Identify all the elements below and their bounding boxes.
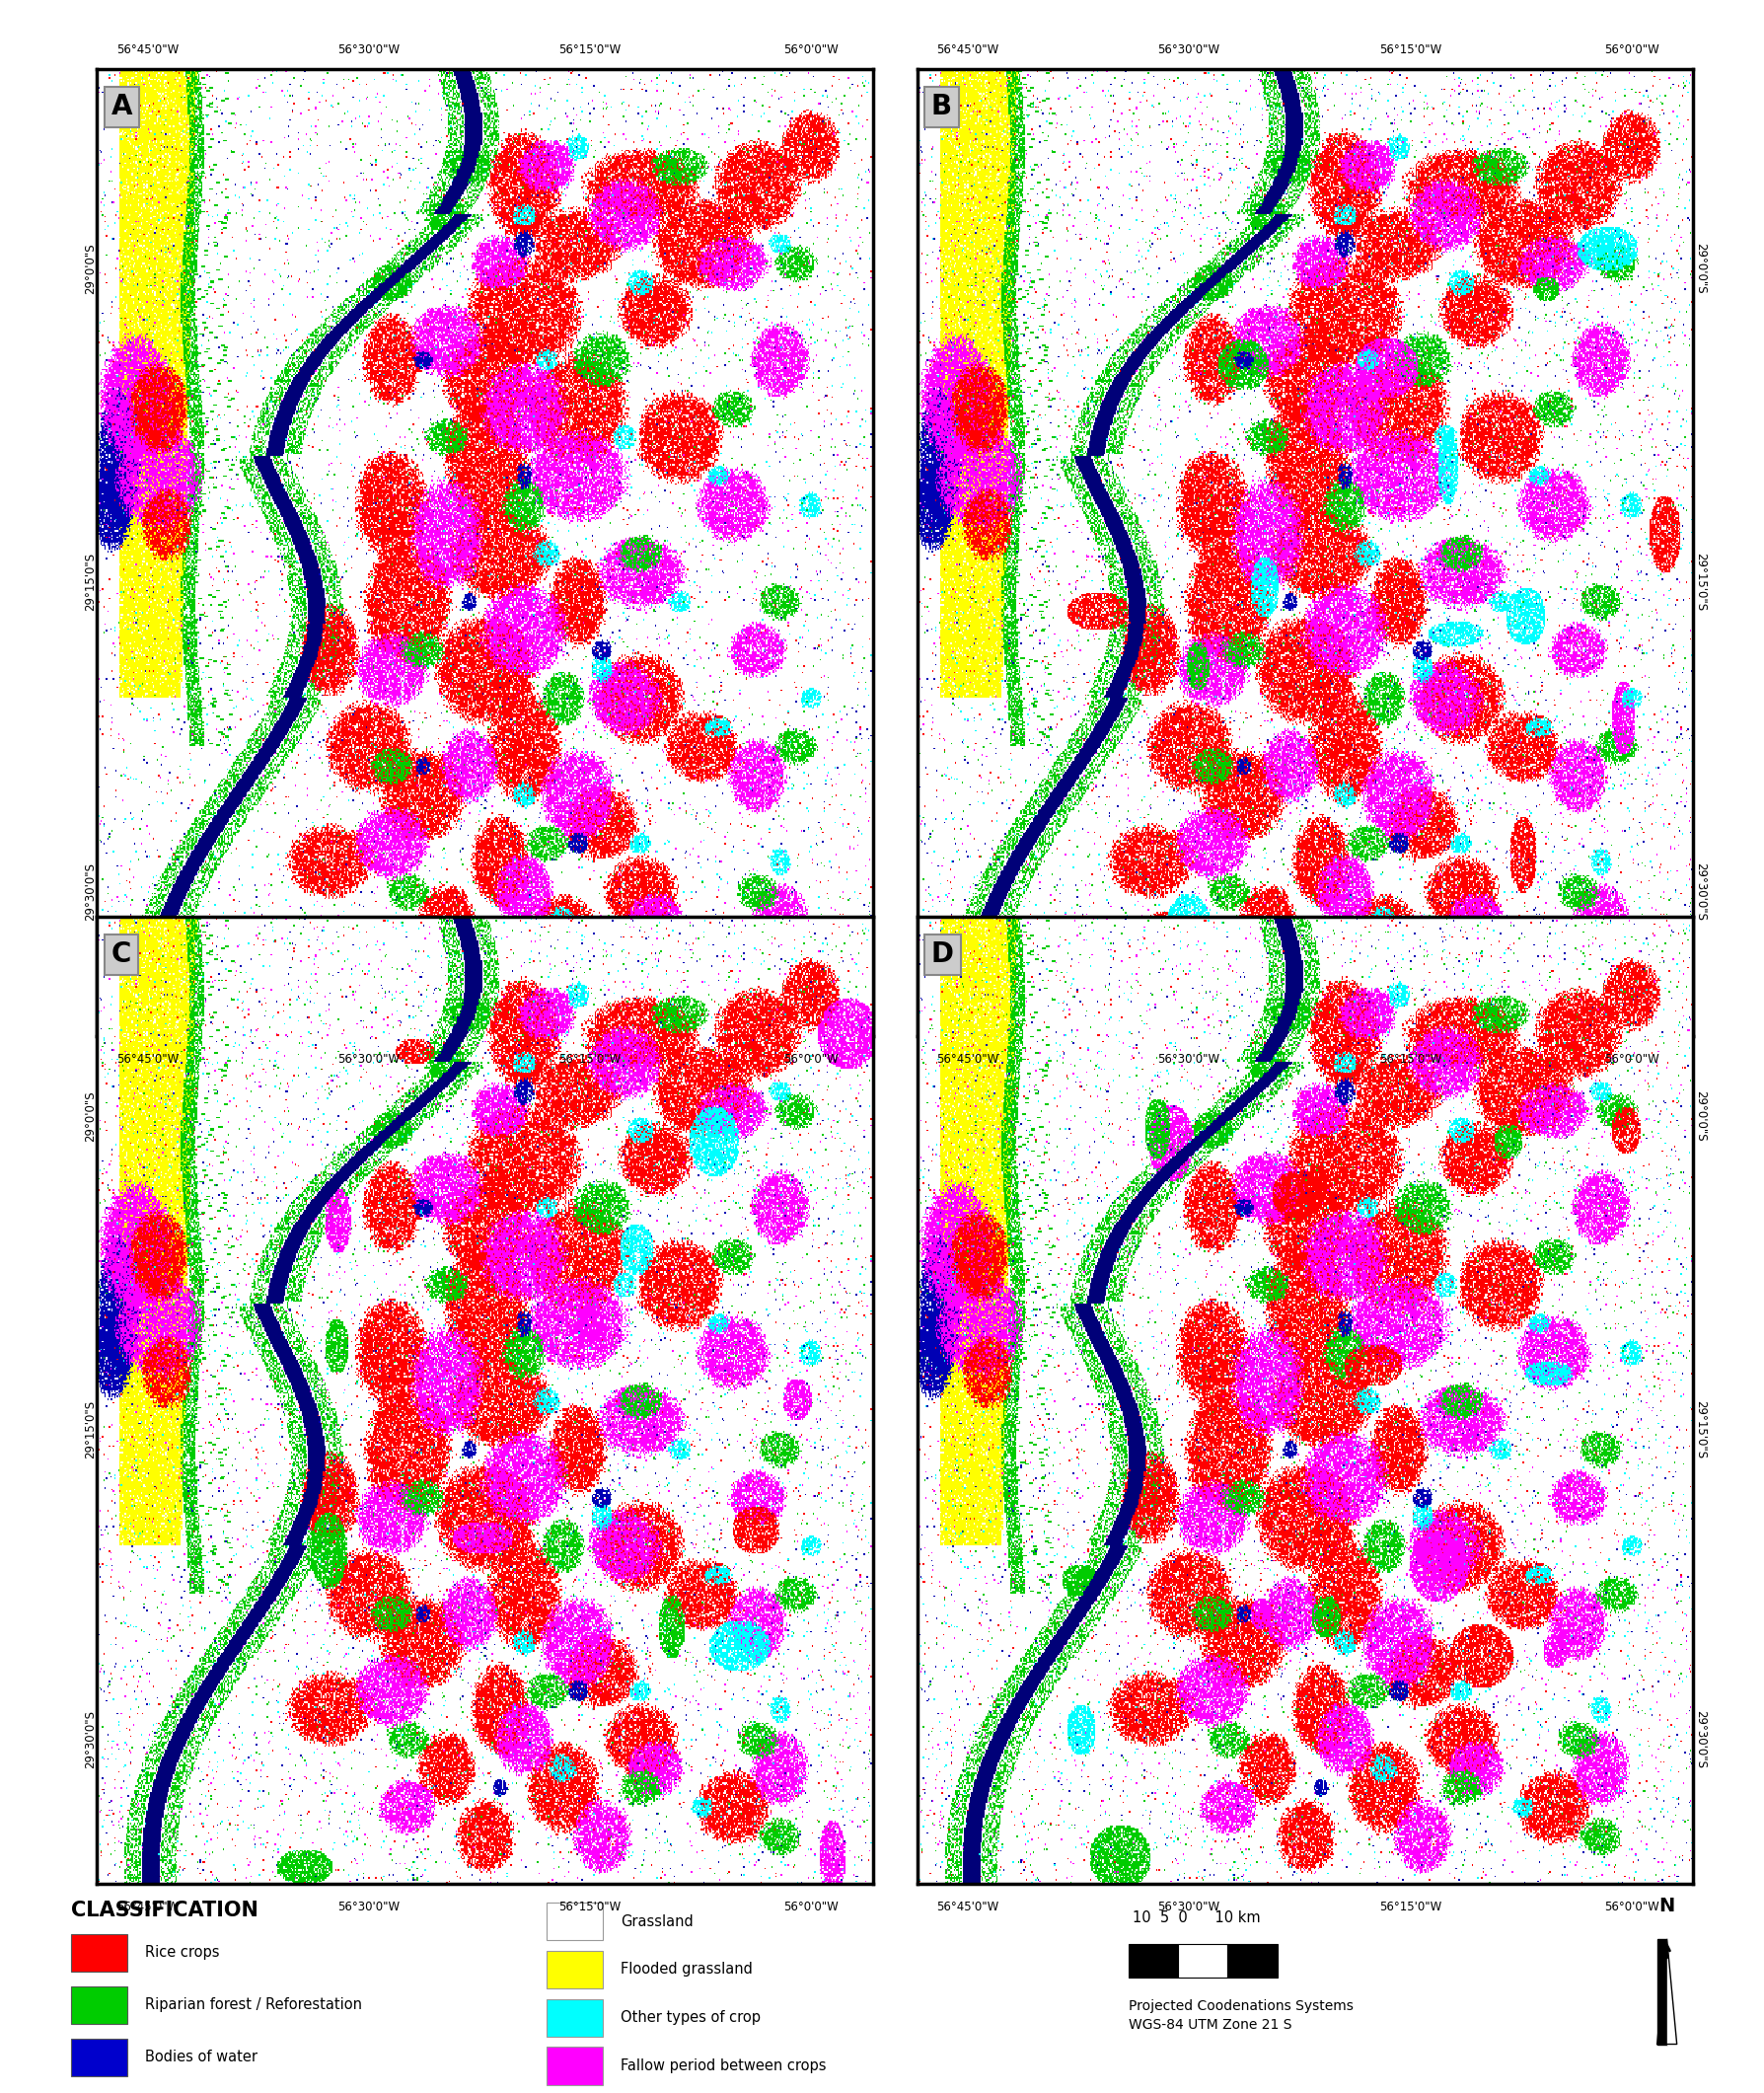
Text: 29°15'0"S: 29°15'0"S xyxy=(1693,1400,1708,1459)
Text: 10  5  0      10 km: 10 5 0 10 km xyxy=(1132,1911,1259,1926)
Text: 56°0'0"W: 56°0'0"W xyxy=(1603,1053,1658,1065)
Text: 29°30'0"S: 29°30'0"S xyxy=(1693,1710,1708,1769)
Text: 56°45'0"W: 56°45'0"W xyxy=(116,1053,178,1065)
Text: Rice crops: Rice crops xyxy=(145,1944,219,1961)
Text: Grassland: Grassland xyxy=(621,1913,693,1930)
Text: Bodies of water: Bodies of water xyxy=(145,2049,258,2066)
Text: 29°0'0"S: 29°0'0"S xyxy=(1693,243,1708,293)
Text: 29°0'0"S: 29°0'0"S xyxy=(1693,1090,1708,1141)
Text: 56°45'0"W: 56°45'0"W xyxy=(937,44,998,57)
Text: 56°15'0"W: 56°15'0"W xyxy=(1379,44,1441,57)
Text: 56°30'0"W: 56°30'0"W xyxy=(337,1900,400,1913)
Polygon shape xyxy=(1656,1940,1667,2045)
Text: 56°15'0"W: 56°15'0"W xyxy=(1379,1053,1441,1065)
Text: 29°0'0"S: 29°0'0"S xyxy=(83,1090,97,1141)
Text: 56°30'0"W: 56°30'0"W xyxy=(337,1053,400,1065)
Text: 56°0'0"W: 56°0'0"W xyxy=(783,44,838,57)
Text: 29°30'0"S: 29°30'0"S xyxy=(83,1710,97,1769)
Text: CLASSIFICATION: CLASSIFICATION xyxy=(71,1900,258,1919)
Text: Riparian forest / Reforestation: Riparian forest / Reforestation xyxy=(145,1997,362,2013)
Text: 56°45'0"W: 56°45'0"W xyxy=(116,44,178,57)
Text: 56°15'0"W: 56°15'0"W xyxy=(1379,1900,1441,1913)
Text: 29°30'0"S: 29°30'0"S xyxy=(83,862,97,921)
Text: 29°15'0"S: 29°15'0"S xyxy=(83,553,97,611)
Text: 56°15'0"W: 56°15'0"W xyxy=(559,44,621,57)
Text: Flooded grassland: Flooded grassland xyxy=(621,1961,753,1978)
Text: 56°0'0"W: 56°0'0"W xyxy=(1603,44,1658,57)
Polygon shape xyxy=(1667,1940,1678,2045)
Text: 56°0'0"W: 56°0'0"W xyxy=(1603,1900,1658,1913)
Text: 56°45'0"W: 56°45'0"W xyxy=(116,1900,178,1913)
Text: 56°30'0"W: 56°30'0"W xyxy=(1157,44,1221,57)
Text: N: N xyxy=(1658,1896,1676,1915)
Text: 29°0'0"S: 29°0'0"S xyxy=(83,243,97,293)
Text: 29°30'0"S: 29°30'0"S xyxy=(1693,862,1708,921)
Text: 56°0'0"W: 56°0'0"W xyxy=(783,1900,838,1913)
Text: 56°30'0"W: 56°30'0"W xyxy=(1157,1053,1221,1065)
Text: 29°15'0"S: 29°15'0"S xyxy=(1693,553,1708,611)
Text: Fallow period between crops: Fallow period between crops xyxy=(621,2057,827,2074)
Text: B: B xyxy=(931,94,953,121)
Text: 56°30'0"W: 56°30'0"W xyxy=(337,44,400,57)
Text: 56°45'0"W: 56°45'0"W xyxy=(937,1900,998,1913)
Text: Other types of crop: Other types of crop xyxy=(621,2009,760,2026)
Text: Projected Coodenations Systems
WGS-84 UTM Zone 21 S: Projected Coodenations Systems WGS-84 UT… xyxy=(1129,1999,1353,2032)
Text: C: C xyxy=(111,942,131,969)
Text: 29°15'0"S: 29°15'0"S xyxy=(83,1400,97,1459)
Text: 56°15'0"W: 56°15'0"W xyxy=(559,1900,621,1913)
Text: A: A xyxy=(111,94,132,121)
Text: D: D xyxy=(931,942,954,969)
Text: 56°45'0"W: 56°45'0"W xyxy=(937,1053,998,1065)
Text: 56°0'0"W: 56°0'0"W xyxy=(783,1053,838,1065)
Text: 56°30'0"W: 56°30'0"W xyxy=(1157,1900,1221,1913)
Text: 56°15'0"W: 56°15'0"W xyxy=(559,1053,621,1065)
